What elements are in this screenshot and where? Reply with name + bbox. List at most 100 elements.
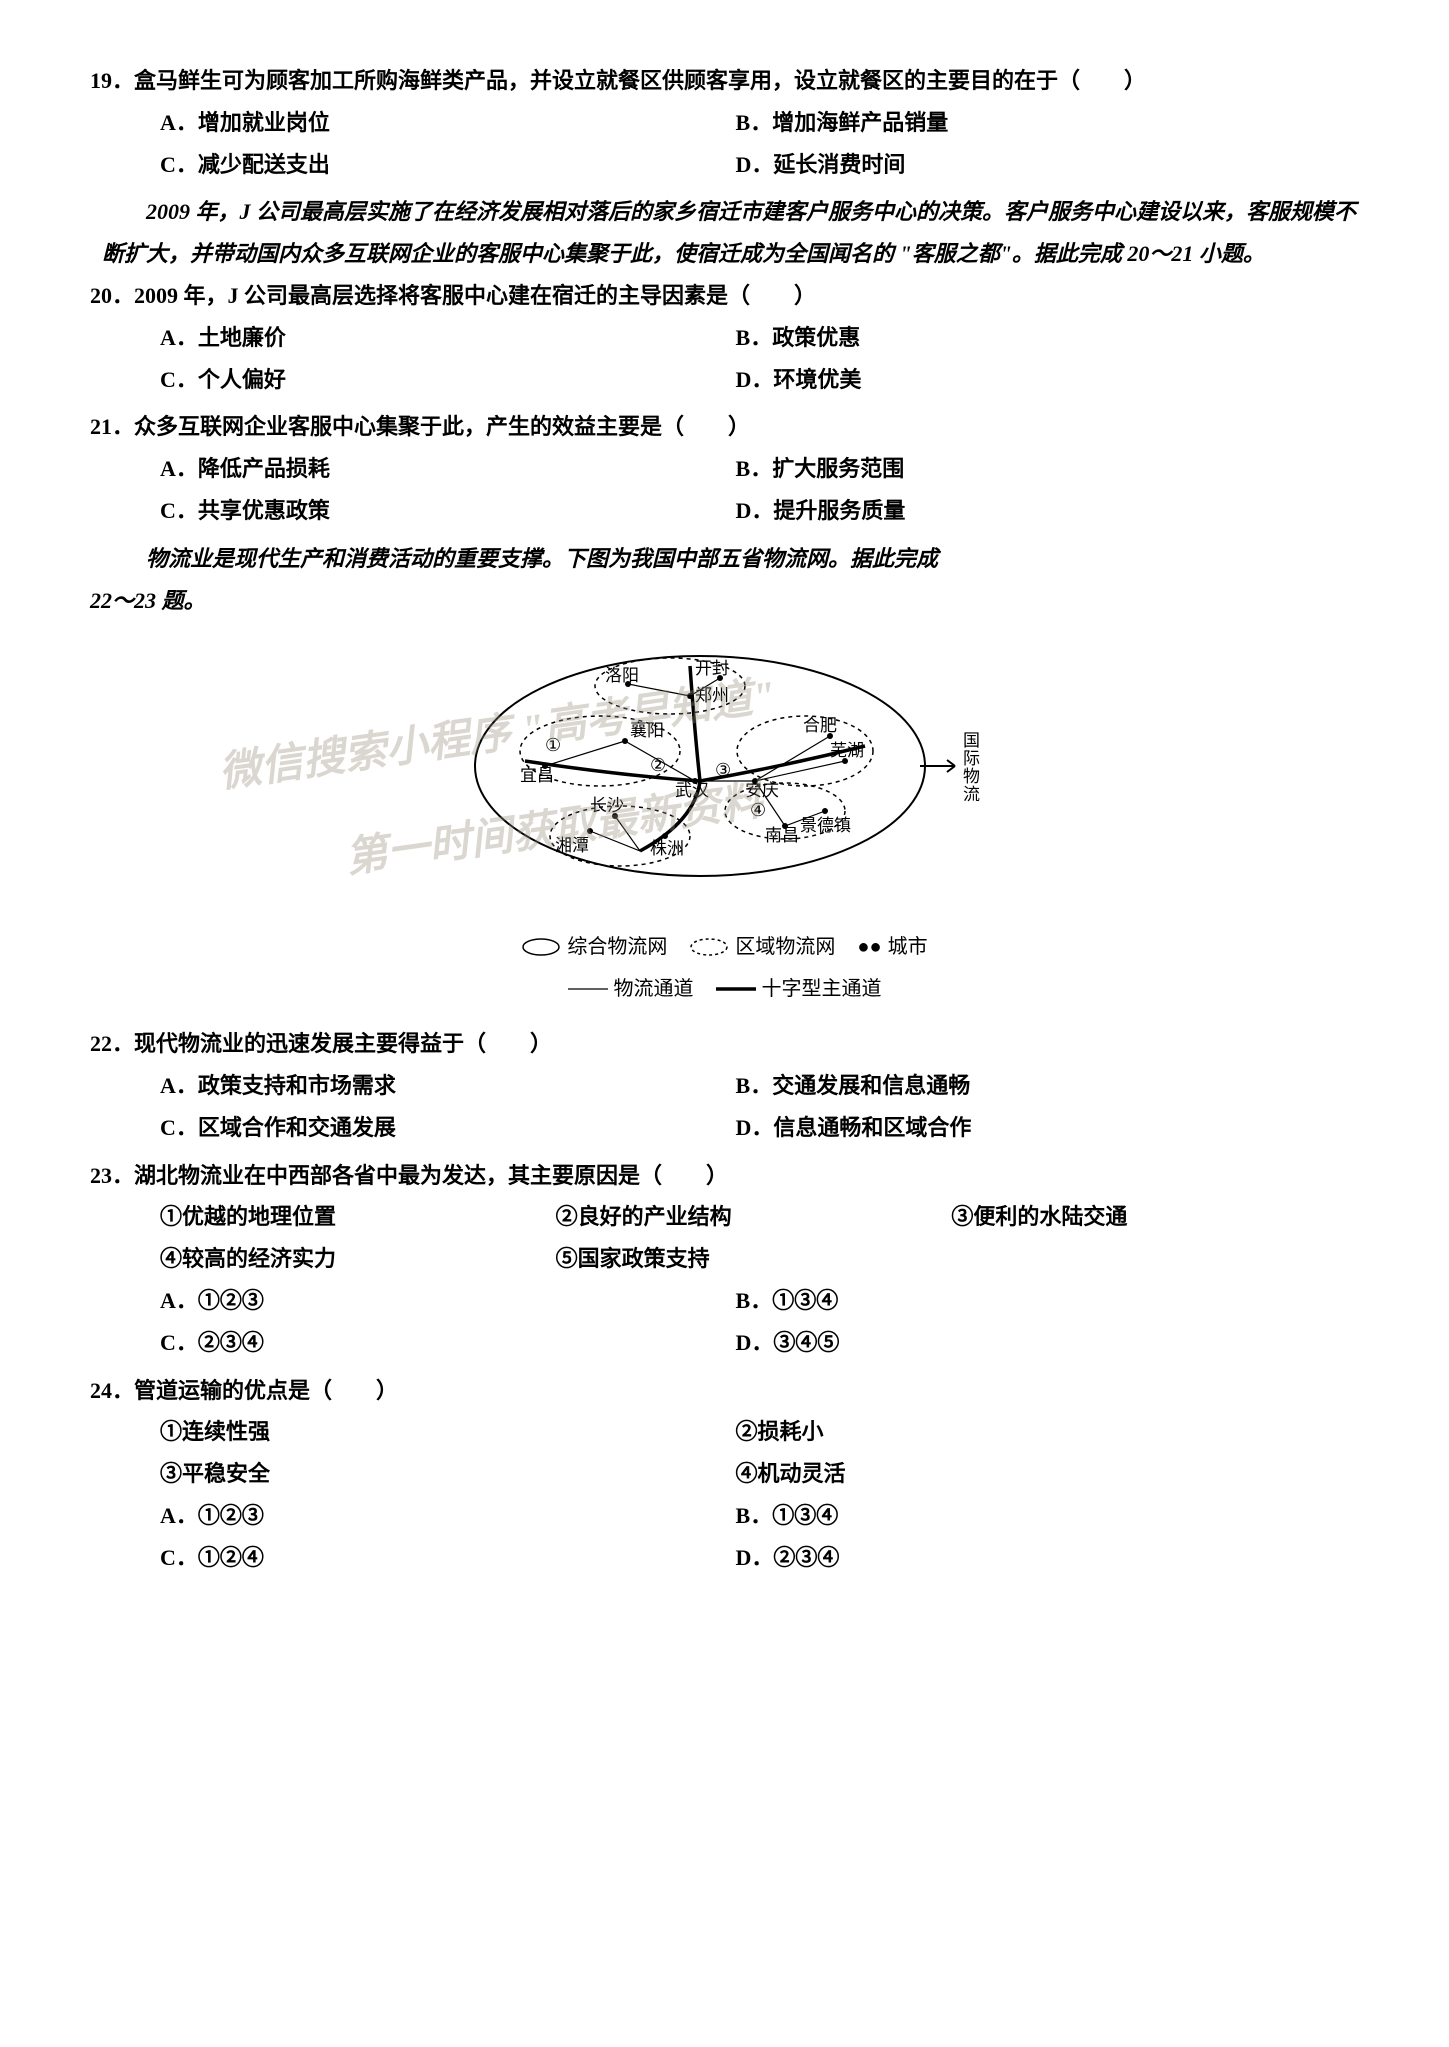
q24-opt-b: B．①③④	[736, 1495, 1359, 1537]
label-yichang: 宜昌	[520, 766, 554, 785]
label-n1: ①	[545, 735, 561, 755]
q24-stem: 24．管道运输的优点是（ ）	[90, 1370, 1359, 1412]
question-20: 20．2009 年，J 公司最高层选择将客服中心建在宿迁的主导因素是（ ） A．…	[90, 275, 1359, 400]
legend-channel-label: 物流通道	[614, 970, 694, 1008]
q24-items-row2: ③平稳安全 ④机动灵活	[90, 1453, 1359, 1495]
q19-opt-a: A．增加就业岗位	[160, 102, 736, 144]
q21-opt-d: D．提升服务质量	[736, 490, 1359, 532]
cross-channel-horizontal	[525, 746, 865, 781]
label-jingdezhen: 景德镇	[800, 816, 851, 835]
question-24: 24．管道运输的优点是（ ） ①连续性强 ②损耗小 ③平稳安全 ④机动灵活 A．…	[90, 1370, 1359, 1579]
q24-item4: ④机动灵活	[736, 1453, 1359, 1495]
q21-opt-b: B．扩大服务范围	[736, 448, 1359, 490]
question-22: 22．现代物流业的迅速发展主要得益于（ ） A．政策支持和市场需求 B．交通发展…	[90, 1023, 1359, 1148]
legend-row-2: 物流通道 十字型主通道	[90, 970, 1359, 1008]
q24-items-row1: ①连续性强 ②损耗小	[90, 1411, 1359, 1453]
q24-number: 24．	[90, 1378, 134, 1403]
q23-item1: ①优越的地理位置	[160, 1196, 556, 1238]
label-luoyang: 洛阳	[605, 666, 639, 685]
q23-text: 湖北物流业在中西部各省中最为发达，其主要原因是（ ）	[134, 1163, 728, 1188]
legend-regional: 区域物流网	[689, 928, 835, 966]
q19-text: 盒马鲜生可为顾客加工所购海鲜类产品，并设立就餐区供顾客享用，设立就餐区的主要目的…	[134, 68, 1146, 93]
q23-item4: ④较高的经济实力	[160, 1238, 556, 1280]
legend-comprehensive: 综合物流网	[521, 928, 667, 966]
q22-opt-c: C．区域合作和交通发展	[160, 1107, 736, 1149]
thin-line-icon	[568, 984, 608, 994]
label-n2: ②	[650, 755, 666, 775]
q24-item1: ①连续性强	[160, 1411, 736, 1453]
city-dot-zhengzhou	[687, 693, 693, 699]
q22-opt-d: D．信息通畅和区域合作	[736, 1107, 1359, 1149]
q20-opt-b: B．政策优惠	[736, 317, 1359, 359]
q19-options-row1: A．增加就业岗位 B．增加海鲜产品销量	[90, 102, 1359, 144]
q23-opt-b: B．①③④	[736, 1280, 1359, 1322]
city-dot-xiangtan	[587, 828, 593, 834]
label-zhengzhou: 郑州	[695, 686, 729, 705]
legend-city-label: 城市	[888, 928, 928, 966]
context-22-23: 物流业是现代生产和消费活动的重要支撑。下图为我国中部五省物流网。据此完成 22～…	[90, 538, 1359, 622]
channel-6	[755, 761, 845, 781]
legend-cross-label: 十字型主通道	[762, 970, 882, 1008]
label-wuhu: 芜湖	[830, 741, 864, 760]
q22-number: 22．	[90, 1031, 134, 1056]
q20-options-row2: C．个人偏好 D．环境优美	[90, 359, 1359, 401]
q22-text: 现代物流业的迅速发展主要得益于（ ）	[134, 1031, 552, 1056]
label-nanchang: 南昌	[765, 826, 799, 845]
q20-number: 20．	[90, 283, 134, 308]
label-n4: ④	[750, 800, 766, 820]
q21-text: 众多互联网企业客服中心集聚于此，产生的效益主要是（ ）	[134, 414, 750, 439]
q21-options-row1: A．降低产品损耗 B．扩大服务范围	[90, 448, 1359, 490]
q21-options-row2: C．共享优惠政策 D．提升服务质量	[90, 490, 1359, 532]
q20-options-row1: A．土地廉价 B．政策优惠	[90, 317, 1359, 359]
map-legend: 综合物流网 区域物流网 ●● 城市 物流通道 十字型主通道	[90, 928, 1359, 1008]
q19-opt-b: B．增加海鲜产品销量	[736, 102, 1359, 144]
q22-options-row2: C．区域合作和交通发展 D．信息通畅和区域合作	[90, 1107, 1359, 1149]
q21-opt-c: C．共享优惠政策	[160, 490, 736, 532]
legend-row-1: 综合物流网 区域物流网 ●● 城市	[90, 928, 1359, 966]
label-xiangtan: 湘潭	[555, 836, 589, 855]
q24-item2: ②损耗小	[736, 1411, 1359, 1453]
q24-opt-d: D．②③④	[736, 1537, 1359, 1579]
q24-opt-a: A．①②③	[160, 1495, 736, 1537]
label-kaifeng: 开封	[695, 659, 729, 678]
dot-icon: ●●	[857, 928, 881, 966]
q23-options-row1: A．①②③ B．①③④	[90, 1280, 1359, 1322]
q22-options-row1: A．政策支持和市场需求 B．交通发展和信息通畅	[90, 1065, 1359, 1107]
label-xiangyang: 襄阳	[630, 720, 664, 740]
q20-stem: 20．2009 年，J 公司最高层选择将客服中心建在宿迁的主导因素是（ ）	[90, 275, 1359, 317]
q24-options-row1: A．①②③ B．①③④	[90, 1495, 1359, 1537]
label-wuhan: 武汉	[675, 781, 709, 800]
q24-item3: ③平稳安全	[160, 1453, 736, 1495]
legend-comprehensive-label: 综合物流网	[567, 928, 667, 966]
city-dot-xiangyang	[622, 738, 628, 744]
question-19: 19．盒马鲜生可为顾客加工所购海鲜类产品，并设立就餐区供顾客享用，设立就餐区的主…	[90, 60, 1359, 185]
q21-opt-a: A．降低产品损耗	[160, 448, 736, 490]
q21-number: 21．	[90, 414, 134, 439]
legend-cross: 十字型主通道	[716, 970, 882, 1008]
label-changsha: 长沙	[590, 796, 624, 815]
legend-city: ●● 城市	[857, 928, 927, 966]
q19-stem: 19．盒马鲜生可为顾客加工所购海鲜类产品，并设立就餐区供顾客享用，设立就餐区的主…	[90, 60, 1359, 102]
q23-opt-d: D．③④⑤	[736, 1322, 1359, 1364]
legend-channel: 物流通道	[568, 970, 694, 1008]
q20-opt-c: C．个人偏好	[160, 359, 736, 401]
q21-stem: 21．众多互联网企业客服中心集聚于此，产生的效益主要是（ ）	[90, 406, 1359, 448]
q24-options-row2: C．①②④ D．②③④	[90, 1537, 1359, 1579]
q20-opt-d: D．环境优美	[736, 359, 1359, 401]
channel-1	[628, 684, 690, 696]
q19-opt-c: C．减少配送支出	[160, 144, 736, 186]
question-21: 21．众多互联网企业客服中心集聚于此，产生的效益主要是（ ） A．降低产品损耗 …	[90, 406, 1359, 531]
q23-items-row2: ④较高的经济实力 ⑤国家政策支持	[90, 1238, 1359, 1280]
label-hefei: 合肥	[803, 716, 837, 735]
q24-opt-c: C．①②④	[160, 1537, 736, 1579]
q23-item2: ②良好的产业结构	[556, 1196, 952, 1238]
q23-items-row1: ①优越的地理位置 ②良好的产业结构 ③便利的水陆交通	[90, 1196, 1359, 1238]
label-zhuzhou: 株洲	[650, 839, 684, 858]
q20-text: 2009 年，J 公司最高层选择将客服中心建在宿迁的主导因素是（ ）	[134, 283, 816, 308]
city-dot-jingdezhen	[822, 808, 828, 814]
q24-text: 管道运输的优点是（ ）	[134, 1378, 398, 1403]
label-anqing: 安庆	[745, 781, 779, 800]
question-23: 23．湖北物流业在中西部各省中最为发达，其主要原因是（ ） ①优越的地理位置 ②…	[90, 1155, 1359, 1364]
q23-opt-a: A．①②③	[160, 1280, 736, 1322]
q19-options-row2: C．减少配送支出 D．延长消费时间	[90, 144, 1359, 186]
